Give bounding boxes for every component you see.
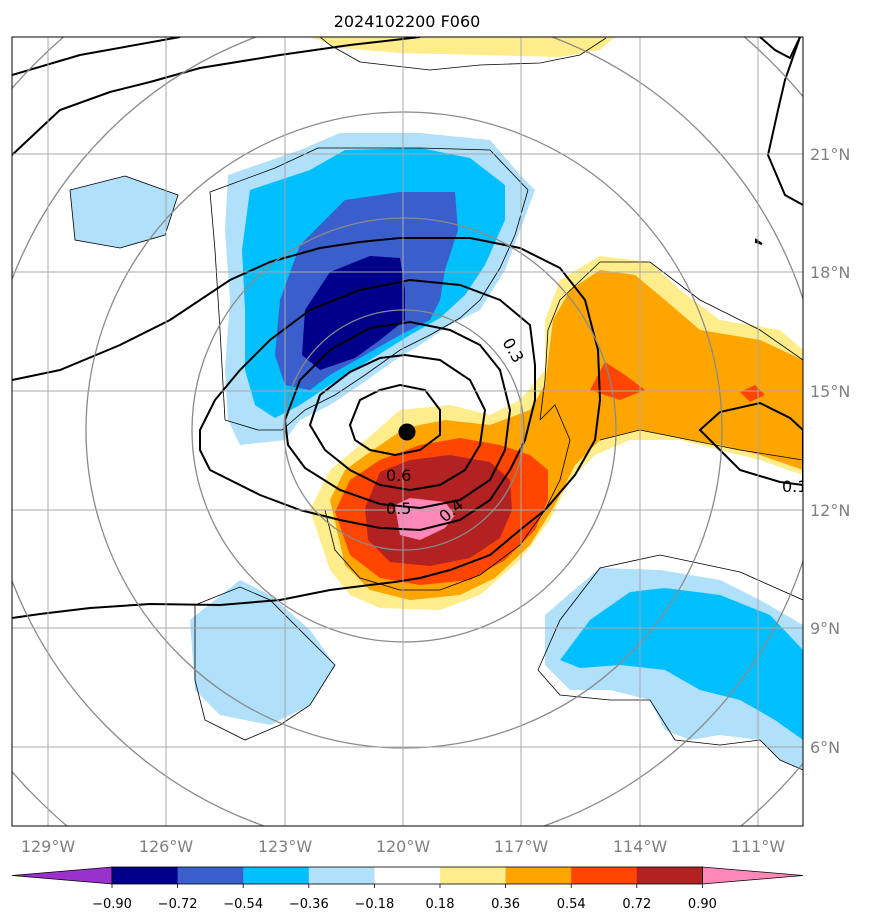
colorbar-segment [440, 867, 507, 884]
colorbar-tick-label: −0.72 [158, 897, 198, 912]
colorbar-tick-label: −0.36 [289, 897, 329, 912]
colorbar-tick-label: 0.90 [688, 897, 717, 912]
lon-label: 126°W [139, 837, 194, 856]
colorbar-segment [112, 867, 179, 884]
colorbar-tick-label: −0.54 [223, 897, 263, 912]
thick-contours [12, 37, 803, 619]
lat-label: 12°N [810, 501, 850, 520]
colorbar-tick-label: 0.54 [557, 897, 586, 912]
lon-label: 129°W [21, 837, 76, 856]
colorbar-tick-label: 0.36 [491, 897, 520, 912]
colorbar-segment [243, 867, 310, 884]
lat-labels: 21°N 18°N 15°N 12°N 9°N 6°N [810, 145, 850, 757]
lon-labels: 129°W 126°W 123°W 120°W 117°W 114°W 111°… [21, 837, 786, 856]
lon-label: 111°W [731, 837, 786, 856]
colorbar-labels: −0.90 −0.72 −0.54 −0.36 −0.18 0.18 0.36 0.54 0.7… [92, 884, 717, 912]
colorbar-extend-low [11, 866, 113, 885]
colorbar-tick-label: −0.90 [92, 897, 132, 912]
colorbar-tick-label: −0.18 [354, 897, 394, 912]
lon-label: 114°W [613, 837, 668, 856]
chart-title: 2024102200 F060 [334, 12, 481, 31]
lat-label: 21°N [810, 145, 850, 164]
colorbar-extend-high [702, 866, 804, 885]
colorbar-segment [308, 867, 375, 884]
colorbar-tick-label: 0.18 [426, 897, 455, 912]
storm-center-marker [398, 423, 416, 441]
colorbar [11, 866, 804, 885]
contour-label-05: 0.5 [386, 499, 411, 518]
contour-label-06: 0.6 [386, 466, 411, 485]
lat-label: 6°N [810, 738, 840, 757]
lat-label: 18°N [810, 263, 850, 282]
thin-contours [69, 37, 803, 771]
contour-label-01: 0.1 [782, 477, 807, 496]
colorbar-frame [111, 866, 703, 885]
colorbar-segment [374, 867, 441, 884]
colorbar-tick-label: 0.72 [622, 897, 651, 912]
colorbar-segment [505, 867, 572, 884]
lon-label: 123°W [258, 837, 313, 856]
lat-label: 15°N [810, 382, 850, 401]
colorbar-segment [571, 867, 638, 884]
map-frame [11, 36, 804, 827]
lon-label: 120°W [376, 837, 431, 856]
colorbar-segment [636, 867, 703, 884]
lon-label: 117°W [494, 837, 549, 856]
lat-label: 9°N [810, 619, 840, 638]
colorbar-segment [177, 867, 244, 884]
negative-anomaly-fill [70, 133, 803, 770]
